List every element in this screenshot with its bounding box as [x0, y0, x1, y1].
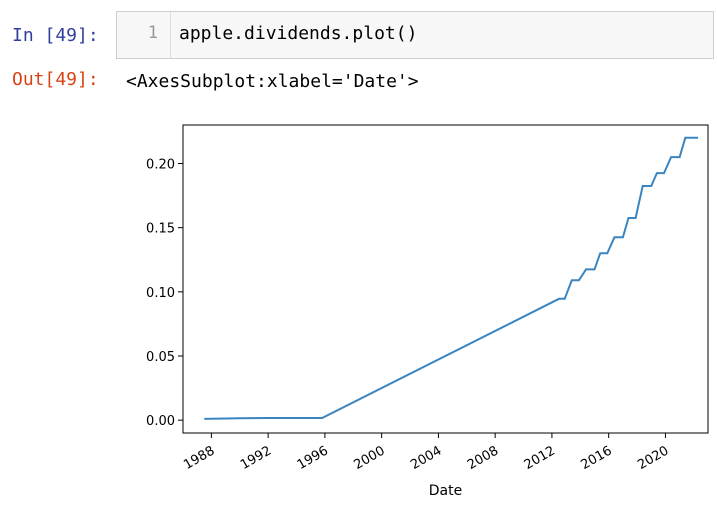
- x-axis: 1988 1992 1996 2000 2004 2008 2012 2016 2020: [181, 433, 671, 473]
- x-tick-label: 2008: [465, 443, 501, 473]
- line-number: 1: [147, 23, 158, 43]
- output-prompt: Out[49]:: [12, 69, 99, 90]
- dividends-line-chart: 0.00 0.05 0.10 0.15 0.20 1988 1992 1996 2000 200…: [146, 124, 709, 499]
- y-tick-label: 0.15: [146, 222, 175, 237]
- y-tick-label: 0.05: [146, 350, 175, 365]
- input-prompt: In [49]:: [12, 25, 99, 46]
- x-tick-label: 2000: [351, 443, 387, 473]
- x-tick-label: 2004: [408, 443, 444, 473]
- y-tick-label: 0.00: [146, 414, 175, 429]
- x-tick-label: 1988: [181, 443, 217, 473]
- x-tick-label: 2016: [579, 443, 615, 473]
- line-number-gutter: 1: [117, 12, 171, 58]
- code-cell-editor[interactable]: 1 apple.dividends.plot(): [116, 11, 714, 59]
- y-axis: 0.00 0.05 0.10 0.15 0.20: [146, 158, 183, 429]
- y-tick-label: 0.10: [146, 286, 175, 301]
- x-tick-label: 2020: [635, 443, 671, 473]
- code-line[interactable]: apple.dividends.plot(): [179, 23, 418, 44]
- x-tick-label: 1996: [295, 443, 331, 473]
- output-text: <AxesSubplot:xlabel='Date'>: [126, 71, 419, 92]
- plot-frame: [182, 124, 709, 434]
- x-tick-label: 1992: [238, 443, 274, 473]
- x-axis-label: Date: [429, 483, 462, 499]
- y-tick-label: 0.20: [146, 158, 175, 173]
- dividends-series-line: [204, 136, 699, 420]
- x-tick-label: 2012: [522, 443, 558, 473]
